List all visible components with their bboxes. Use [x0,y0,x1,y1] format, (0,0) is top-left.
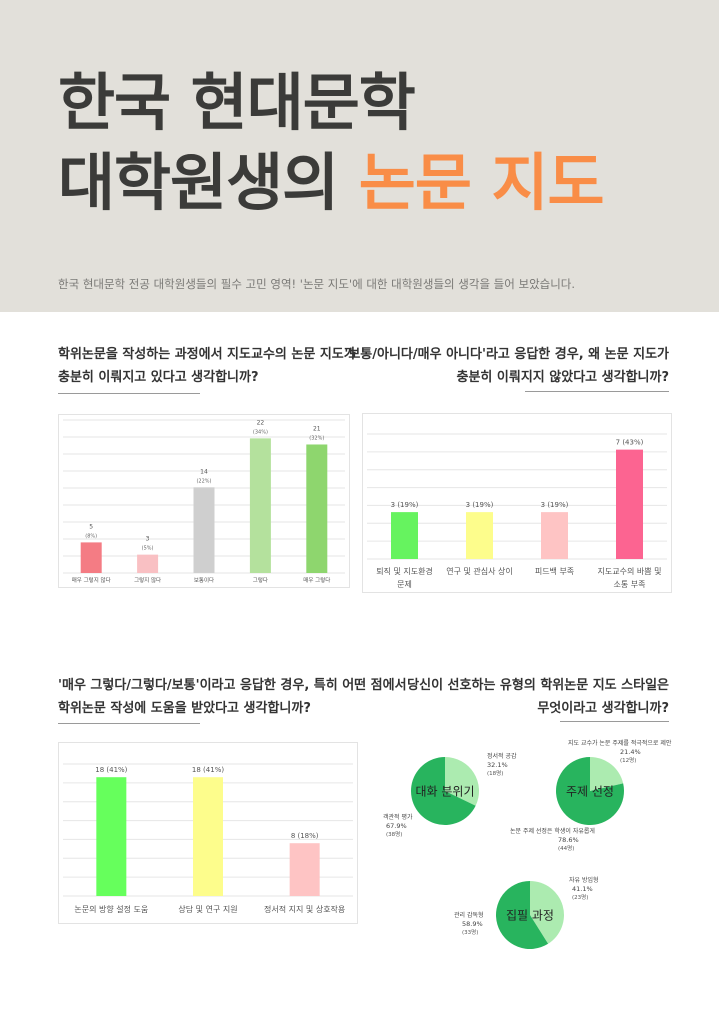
pie-title: 주제 선정 [566,784,614,798]
question-3: '매우 그렇다/그렇다/보통'이라고 응답한 경우, 특히 어떤 점에서 학위논… [58,674,407,720]
category-label: 소통 부족 [614,580,646,589]
pie-slice-count: (33명) [462,929,478,936]
question-2-underline [525,391,669,392]
pie-slice [445,757,479,806]
pie-slice-count: (18명) [487,770,503,777]
category-label: 문제 [397,580,412,589]
bar [466,512,493,559]
question-2-line2: 충분히 이뤄지지 않았다고 생각합니까? [456,370,669,385]
category-label: 피드백 부족 [535,566,574,576]
page-subtitle: 한국 현대문학 전공 대학원생들의 필수 고민 영역! '논문 지도'에 대한 … [58,277,576,291]
pie-title: 집필 과정 [506,908,554,922]
page-title-main: 대학원생의 [58,146,339,219]
pie-slice-label: 자유 방임형 [569,876,599,884]
bar-value-label: 3 (19%) [391,501,419,509]
pie-slice-percent: 67.9% [386,822,407,830]
bar-percent-label: (5%) [142,546,154,552]
category-label: 매우 그렇다 [303,576,330,584]
pie-slice-label: 정서적 공감 [487,752,517,760]
bar-value-label: 7 (43%) [616,439,644,447]
category-label: 보통이다 [194,576,214,584]
question-1: 학위논문을 작성하는 과정에서 지도교수의 논문 지도가 충분히 이뤄지고 있다… [58,343,356,389]
bar-percent-label: (8%) [85,533,97,539]
pie-slice [590,757,624,791]
bar-percent-label: (32%) [309,435,324,441]
pie-slice [411,757,476,825]
header-banner: 한국 현대문학 대학원생의 논문 지도 한국 현대문학 전공 대학원생들의 필수… [0,0,719,312]
bar [541,512,568,559]
pie-slice-percent: 78.6% [558,836,579,844]
bar [96,777,127,896]
bar-value-label: 3 [146,536,150,543]
question-4-line2: 무엇이라고 생각합니까? [537,701,669,716]
pie-slice-count: (38명) [386,831,402,838]
question-4: 당신이 선호하는 유형의 학위논문 지도 스타일은 무엇이라고 생각합니까? [407,674,669,720]
question-1-line2: 충분히 이뤄지고 있다고 생각합니까? [58,370,259,385]
bar-value-label: 8 (18%) [291,832,319,840]
page-title-accent: 논문 지도 [358,146,605,219]
pie-slice-percent: 32.1% [487,761,508,769]
chart-frame [362,413,672,593]
category-label: 상담 및 연구 지원 [178,904,237,914]
bar [306,444,328,573]
bar-value-label: 18 (41%) [192,766,224,774]
category-label: 그렇다 [253,576,268,584]
pie-slice-count: (23명) [572,894,588,901]
chart-thesis-guidance-sufficiency: 5 (8%) 매우 그렇지 않다 3 (5%) 그렇지 않다 14 (22%) 보통이다 22 (3… [58,414,350,588]
bar-value-label: 5 [89,523,93,530]
category-label: 논문의 방향 설정 도움 [74,904,148,914]
chart-helpful-aspects: 18 (41%) 논문의 방향 설정 도움 18 (41%) 상담 및 연구 지원 8 … [58,742,358,924]
category-label: 정서적 지지 및 상호작용 [264,904,345,914]
question-3-line1: '매우 그렇다/그렇다/보통'이라고 응답한 경우, 특히 어떤 점에서 [58,678,407,693]
question-4-line1: 당신이 선호하는 유형의 학위논문 지도 스타일은 [407,678,669,693]
pie-slice-label: 논문 주제 선정은 학생이 자유롭게 [510,827,595,835]
pie-slice [496,881,549,949]
pie-slice-percent: 58.9% [462,920,483,928]
bar-value-label: 3 (19%) [541,501,569,509]
question-1-underline [58,393,200,394]
page-title-line2: 대학원생의 논문 지도 [58,152,605,214]
question-4-underline [560,721,669,722]
pie-slice-label: 관리 감독형 [454,911,484,919]
bar [137,554,159,573]
page-title-line1: 한국 현대문학 [58,66,416,139]
question-2-line1: '보통/아니다/매우 아니다'라고 응답한 경우, 왜 논문 지도가 [344,347,669,362]
bar [193,777,223,896]
bar [289,843,320,896]
chart-frame [58,742,358,924]
pie-slice-percent: 21.4% [620,748,641,756]
bar-value-label: 3 (19%) [466,501,494,509]
question-3-underline [58,723,200,724]
bar-value-label: 18 (41%) [95,766,127,774]
category-label: 지도교수의 바쁨 및 [598,566,662,576]
bar [249,438,271,573]
pie-title: 대화 분위기 [415,784,474,798]
bar-value-label: 22 [257,419,265,426]
pie-slice-percent: 41.1% [572,885,593,893]
bar-value-label: 21 [313,425,321,432]
question-2: '보통/아니다/매우 아니다'라고 응답한 경우, 왜 논문 지도가 충분히 이… [344,343,669,389]
bar-value-label: 14 [200,468,208,475]
category-label: 연구 및 관심사 상이 [446,566,513,576]
bar [391,512,418,559]
pie-slice-count: (44명) [558,845,574,852]
question-3-line2: 학위논문 작성에 도움을 받았다고 생각합니까? [58,701,311,716]
pie-slice-label: 객관적 평가 [383,813,413,821]
question-1-line1: 학위논문을 작성하는 과정에서 지도교수의 논문 지도가 [58,347,356,362]
bar [80,542,102,573]
bar-percent-label: (34%) [253,429,268,435]
bar [616,449,643,559]
pie-slice [556,757,624,825]
pie-slice-count: (12명) [620,757,636,764]
bar-percent-label: (22%) [196,478,211,484]
category-label: 퇴직 및 지도환경 [376,566,433,576]
bar [193,487,215,573]
pie-slice-label: 지도 교수가 논문 주제를 적극적으로 제안 [568,739,672,747]
category-label: 매우 그렇지 않다 [72,576,111,584]
chart-frame [58,414,350,588]
pie-slice [530,881,564,944]
category-label: 그렇지 않다 [134,576,161,584]
